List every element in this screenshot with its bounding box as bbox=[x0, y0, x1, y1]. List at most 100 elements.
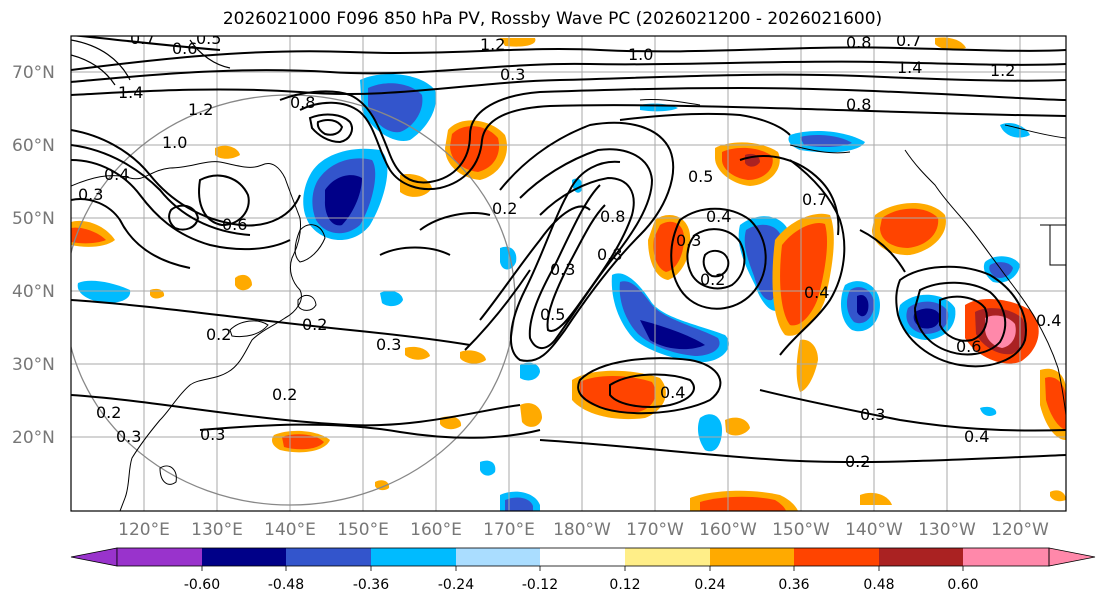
contour-label: 0.5 bbox=[540, 305, 565, 324]
lon-label: 130°W bbox=[918, 520, 976, 540]
lon-label: 160°E bbox=[410, 520, 462, 540]
contour-label: 0.4 bbox=[964, 427, 989, 446]
colorbar-segment bbox=[963, 548, 1049, 566]
colorbar-segment bbox=[540, 548, 625, 566]
pv-anomaly-shading bbox=[71, 37, 1066, 511]
contour-label: 0.2 bbox=[206, 325, 231, 344]
colorbar-tick-label: 0.60 bbox=[947, 577, 978, 593]
contour-label: 0.5 bbox=[196, 29, 221, 48]
colorbar-segment bbox=[117, 548, 202, 566]
contour-label: 0.2 bbox=[302, 315, 327, 334]
lon-label: 150°W bbox=[772, 520, 830, 540]
colorbar-tick-label: -0.48 bbox=[268, 577, 304, 593]
contour-label: 0.3 bbox=[200, 425, 225, 444]
contour-label: 0.4 bbox=[706, 207, 731, 226]
lat-label: 30°N bbox=[12, 355, 55, 375]
contour-label: 0.2 bbox=[96, 403, 121, 422]
colorbar-segment bbox=[625, 548, 710, 566]
contour-label: 0.4 bbox=[1036, 311, 1061, 330]
contour-label: 0.8 bbox=[290, 93, 315, 112]
lat-label: 50°N bbox=[12, 209, 55, 229]
contour-label: 0.8 bbox=[600, 207, 625, 226]
longitude-labels: 120°E 130°E 140°E 150°E 160°E 170°E 180°… bbox=[118, 520, 1049, 540]
contour-label: 0.6 bbox=[222, 215, 247, 234]
lon-label: 130°E bbox=[191, 520, 243, 540]
colorbar-tick-label: -0.24 bbox=[438, 577, 474, 593]
contour-label: 0.8 bbox=[597, 245, 622, 264]
contour-label: 0.4 bbox=[804, 283, 829, 302]
latitude-labels: 70°N 60°N 50°N 40°N 30°N 20°N bbox=[12, 63, 55, 448]
contour-label: 0.2 bbox=[700, 270, 725, 289]
contour-label: 1.2 bbox=[480, 35, 505, 54]
contour-label: 0.3 bbox=[376, 335, 401, 354]
contour-label: 0.3 bbox=[860, 405, 885, 424]
colorbar-segment bbox=[794, 548, 879, 566]
lon-label: 160°W bbox=[699, 520, 757, 540]
colorbar-segment bbox=[70, 547, 118, 567]
lon-label: 140°E bbox=[264, 520, 316, 540]
colorbar-segment bbox=[456, 548, 540, 566]
contour-label: 0.3 bbox=[676, 231, 701, 250]
plot-area bbox=[71, 36, 1066, 511]
contour-label: 1.2 bbox=[188, 100, 213, 119]
lon-label: 140°W bbox=[845, 520, 903, 540]
pv-contours bbox=[71, 36, 1066, 464]
contour-label: 0.8 bbox=[846, 33, 871, 52]
colorbar-segment bbox=[879, 548, 963, 566]
lon-label: 180°W bbox=[553, 520, 611, 540]
contour-label: 0.3 bbox=[78, 185, 103, 204]
colorbar-segment bbox=[710, 548, 794, 566]
colorbar-segment bbox=[286, 548, 371, 566]
colorbar: -0.60 -0.48 -0.36 -0.24 -0.12 0.12 0.24 … bbox=[70, 547, 1096, 593]
contour-label: 0.7 bbox=[130, 29, 155, 48]
contour-label: 0.6 bbox=[956, 337, 981, 356]
colorbar-tick-label: 0.48 bbox=[863, 577, 894, 593]
lon-label: 150°E bbox=[337, 520, 389, 540]
lat-label: 20°N bbox=[12, 428, 55, 448]
contour-label: 0.7 bbox=[896, 31, 921, 50]
colorbar-segment bbox=[1048, 547, 1096, 567]
colorbar-segment bbox=[371, 548, 456, 566]
colorbar-ticks bbox=[201, 566, 964, 571]
colorbar-tick-label: 0.24 bbox=[694, 577, 725, 593]
colorbar-segment bbox=[202, 548, 286, 566]
colorbar-tick-label: -0.60 bbox=[184, 577, 220, 593]
contour-label: 0.2 bbox=[272, 385, 297, 404]
lat-label: 60°N bbox=[12, 136, 55, 156]
contour-label: 0.4 bbox=[104, 165, 129, 184]
contour-label: 1.2 bbox=[990, 61, 1015, 80]
colorbar-tick-label: -0.36 bbox=[353, 577, 389, 593]
map-title: 2026021000 F096 850 hPa PV, Rossby Wave … bbox=[222, 9, 883, 29]
contour-label: 0.6 bbox=[172, 39, 197, 58]
contour-labels: 1.2 0.7 0.6 0.5 1.0 0.8 0.7 1.2 1.4 1.4 … bbox=[78, 29, 1061, 471]
contour-label: 0.2 bbox=[845, 452, 870, 471]
range-ring bbox=[71, 94, 516, 506]
colorbar-tick-label: -0.12 bbox=[522, 577, 558, 593]
pv-contours-thin bbox=[71, 39, 231, 86]
colorbar-tick-label: 0.36 bbox=[778, 577, 809, 593]
contour-label: 1.0 bbox=[628, 45, 653, 64]
positive-anomalies bbox=[71, 37, 1066, 511]
contour-label: 1.4 bbox=[897, 58, 922, 77]
contour-label: 0.7 bbox=[802, 190, 827, 209]
contour-label: 0.2 bbox=[492, 199, 517, 218]
contour-label: 1.0 bbox=[162, 133, 187, 152]
contour-label: 0.3 bbox=[500, 65, 525, 84]
contour-label: 0.4 bbox=[660, 383, 685, 402]
lat-label: 70°N bbox=[12, 63, 55, 83]
lon-label: 170°E bbox=[483, 520, 535, 540]
contour-label: 1.4 bbox=[118, 83, 143, 102]
colorbar-tick-label: 0.12 bbox=[609, 577, 640, 593]
colorbar-frame bbox=[116, 547, 1050, 567]
contour-label: 0.8 bbox=[846, 95, 871, 114]
lat-label: 40°N bbox=[12, 282, 55, 302]
lon-label: 120°W bbox=[991, 520, 1049, 540]
lon-label: 170°W bbox=[626, 520, 684, 540]
contour-label: 0.3 bbox=[550, 260, 575, 279]
graticule bbox=[71, 36, 1066, 511]
contour-label: 0.5 bbox=[688, 167, 713, 186]
contour-label: 0.3 bbox=[116, 427, 141, 446]
lon-label: 120°E bbox=[118, 520, 170, 540]
plot-frame bbox=[70, 35, 1067, 512]
